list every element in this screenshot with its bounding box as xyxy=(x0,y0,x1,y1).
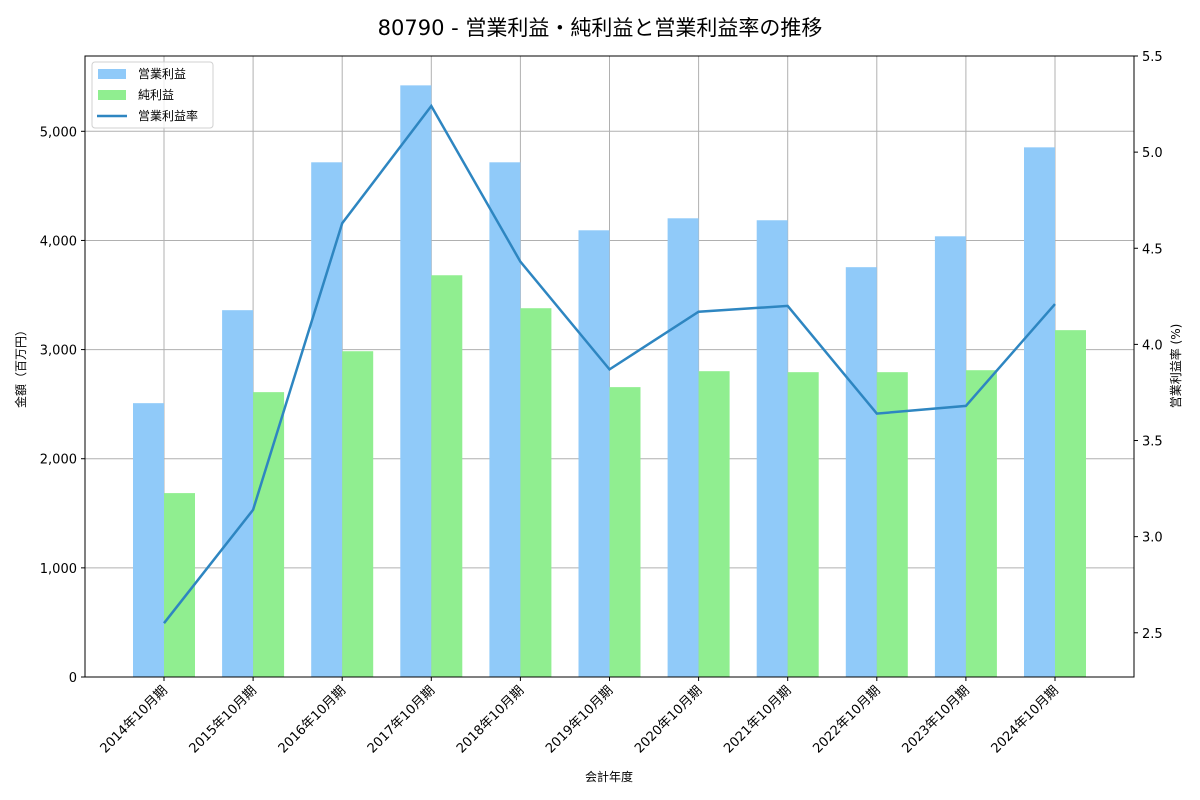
bar-net-profit xyxy=(520,308,552,677)
legend-label-net-profit: 純利益 xyxy=(138,88,174,102)
bar-operating-profit xyxy=(400,85,432,678)
y2-tick-label: 5.5 xyxy=(1142,50,1163,65)
y-tick-label: 3,000 xyxy=(40,344,77,359)
x-tick-label: 2021年10月期 xyxy=(721,683,794,756)
y2-axis-label: 営業利益率 (%) xyxy=(1168,324,1183,409)
x-tick-label: 2020年10月期 xyxy=(632,683,705,756)
y-tick-label: 5,000 xyxy=(40,125,77,140)
legend-label-operating-profit: 営業利益 xyxy=(138,67,186,81)
legend-swatch-operating-profit xyxy=(98,69,126,79)
x-tick-label: 2017年10月期 xyxy=(365,683,438,756)
bar-net-profit xyxy=(164,493,195,677)
y2-tick-label: 4.0 xyxy=(1142,338,1163,353)
bar-operating-profit xyxy=(489,162,521,678)
bar-operating-profit xyxy=(222,310,254,677)
bar-net-profit xyxy=(876,372,908,677)
y2-tick-label: 2.5 xyxy=(1142,627,1163,642)
x-tick-label: 2015年10月期 xyxy=(187,683,260,756)
bar-operating-profit xyxy=(934,236,966,677)
x-tick-label: 2019年10月期 xyxy=(543,683,616,756)
x-tick-label: 2018年10月期 xyxy=(454,683,527,756)
y2-tick-label: 4.5 xyxy=(1142,242,1163,257)
bar-operating-profit xyxy=(667,218,699,677)
x-tick-label: 2016年10月期 xyxy=(276,683,349,756)
y2-tick-label: 3.5 xyxy=(1142,435,1163,450)
bar-net-profit xyxy=(787,372,819,677)
bar-net-profit xyxy=(698,371,730,677)
operating-margin-line xyxy=(163,103,1056,624)
bar-net-profit xyxy=(965,370,997,677)
y-tick-label: 4,000 xyxy=(40,234,77,249)
bar-operating-profit xyxy=(133,403,164,677)
x-tick-label: 2023年10月期 xyxy=(899,683,972,756)
bar-operating-profit xyxy=(845,267,877,677)
x-tick-label: 2022年10月期 xyxy=(810,683,883,756)
y-tick-label: 0 xyxy=(69,671,77,686)
chart-title: 80790 - 営業利益・純利益と営業利益率の推移 xyxy=(377,16,823,40)
bar-operating-profit xyxy=(1024,147,1055,677)
x-axis-label: 会計年度 xyxy=(585,769,633,784)
legend-label-operating-margin: 営業利益率 xyxy=(138,108,198,123)
bar-operating-profit xyxy=(578,230,610,677)
x-tick-label: 2014年10月期 xyxy=(98,683,171,756)
legend-swatch-net-profit xyxy=(98,90,126,100)
bar-net-profit xyxy=(342,351,374,677)
bar-net-profit xyxy=(1055,330,1086,677)
bar-net-profit xyxy=(609,387,641,677)
bar-net-profit xyxy=(431,275,463,677)
bar-operating-profit xyxy=(756,220,788,677)
bar-operating-profit xyxy=(311,162,343,678)
bar-net-profit xyxy=(253,392,285,677)
y2-tick-label: 3.0 xyxy=(1142,531,1163,546)
x-tick-label: 2024年10月期 xyxy=(989,683,1062,756)
y2-tick-label: 5.0 xyxy=(1142,146,1163,161)
y-tick-label: 1,000 xyxy=(40,562,77,577)
y-axis-label: 金額（百万円） xyxy=(13,324,28,408)
y-tick-label: 2,000 xyxy=(40,453,77,468)
